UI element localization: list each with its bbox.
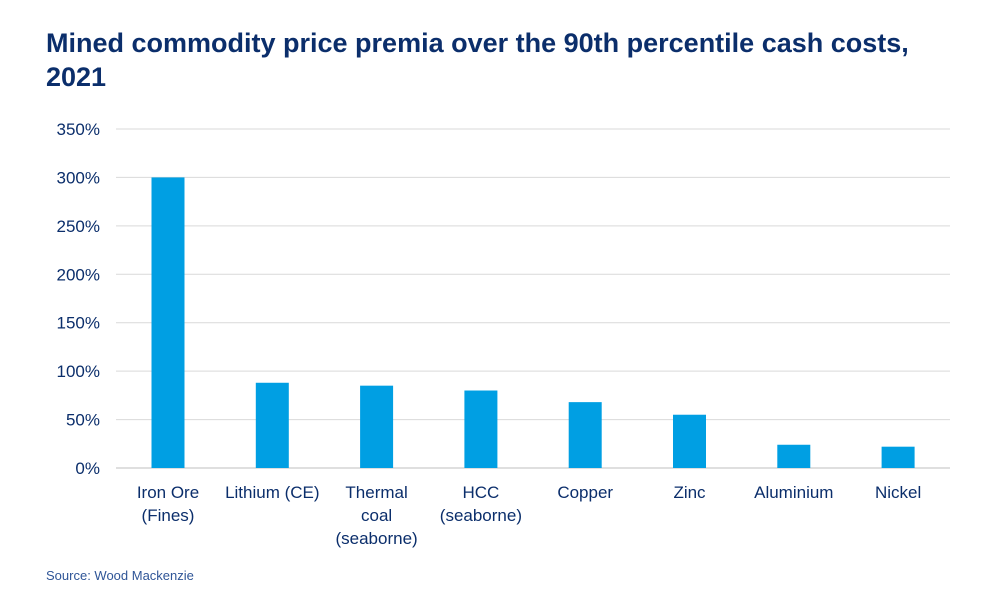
x-tick-label: HCC (seaborne)	[440, 483, 522, 525]
bars	[151, 177, 915, 468]
bar-nickel	[881, 446, 915, 468]
gridlines	[116, 128, 950, 469]
x-axis: Iron Ore (Fines) Lithium (CE) Thermal coal (s…	[137, 483, 921, 548]
bar-zinc	[673, 414, 706, 468]
source-note: Source: Wood Mackenzie	[46, 568, 194, 583]
y-tick-label: 150%	[57, 314, 100, 333]
x-tick-label: Copper	[557, 483, 613, 502]
y-tick-label: 0%	[75, 459, 100, 478]
x-tick-label: Iron Ore (Fines)	[137, 483, 199, 525]
y-tick-label: 100%	[57, 362, 100, 381]
bar-hcc-seaborne	[464, 390, 498, 468]
bar-aluminium	[777, 444, 811, 468]
x-tick-label: Aluminium	[754, 483, 833, 502]
y-tick-label: 50%	[66, 411, 100, 430]
bar-thermal-coal-seaborne	[360, 385, 394, 468]
bar-iron-ore-fines	[151, 177, 185, 468]
y-axis: 0% 50% 100% 150% 200% 250% 300% 350%	[57, 120, 100, 478]
x-tick-label: Nickel	[875, 483, 921, 502]
x-tick-label: Zinc	[673, 483, 706, 502]
bar-copper	[568, 402, 602, 468]
x-tick-label: Thermal coal (seaborne)	[335, 483, 417, 548]
x-tick-label: Lithium (CE)	[225, 483, 319, 502]
y-tick-label: 200%	[57, 265, 100, 284]
bar-lithium-ce	[255, 382, 289, 468]
y-tick-label: 350%	[57, 120, 100, 139]
y-tick-label: 300%	[57, 168, 100, 187]
y-tick-label: 250%	[57, 217, 100, 236]
chart-title: Mined commodity price premia over the 90…	[46, 28, 909, 92]
